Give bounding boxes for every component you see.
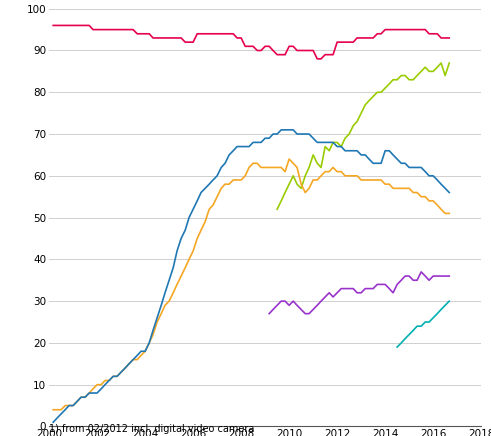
Text: 1) from 02/2012 incl. digital video camera: 1) from 02/2012 incl. digital video came… — [49, 424, 254, 434]
